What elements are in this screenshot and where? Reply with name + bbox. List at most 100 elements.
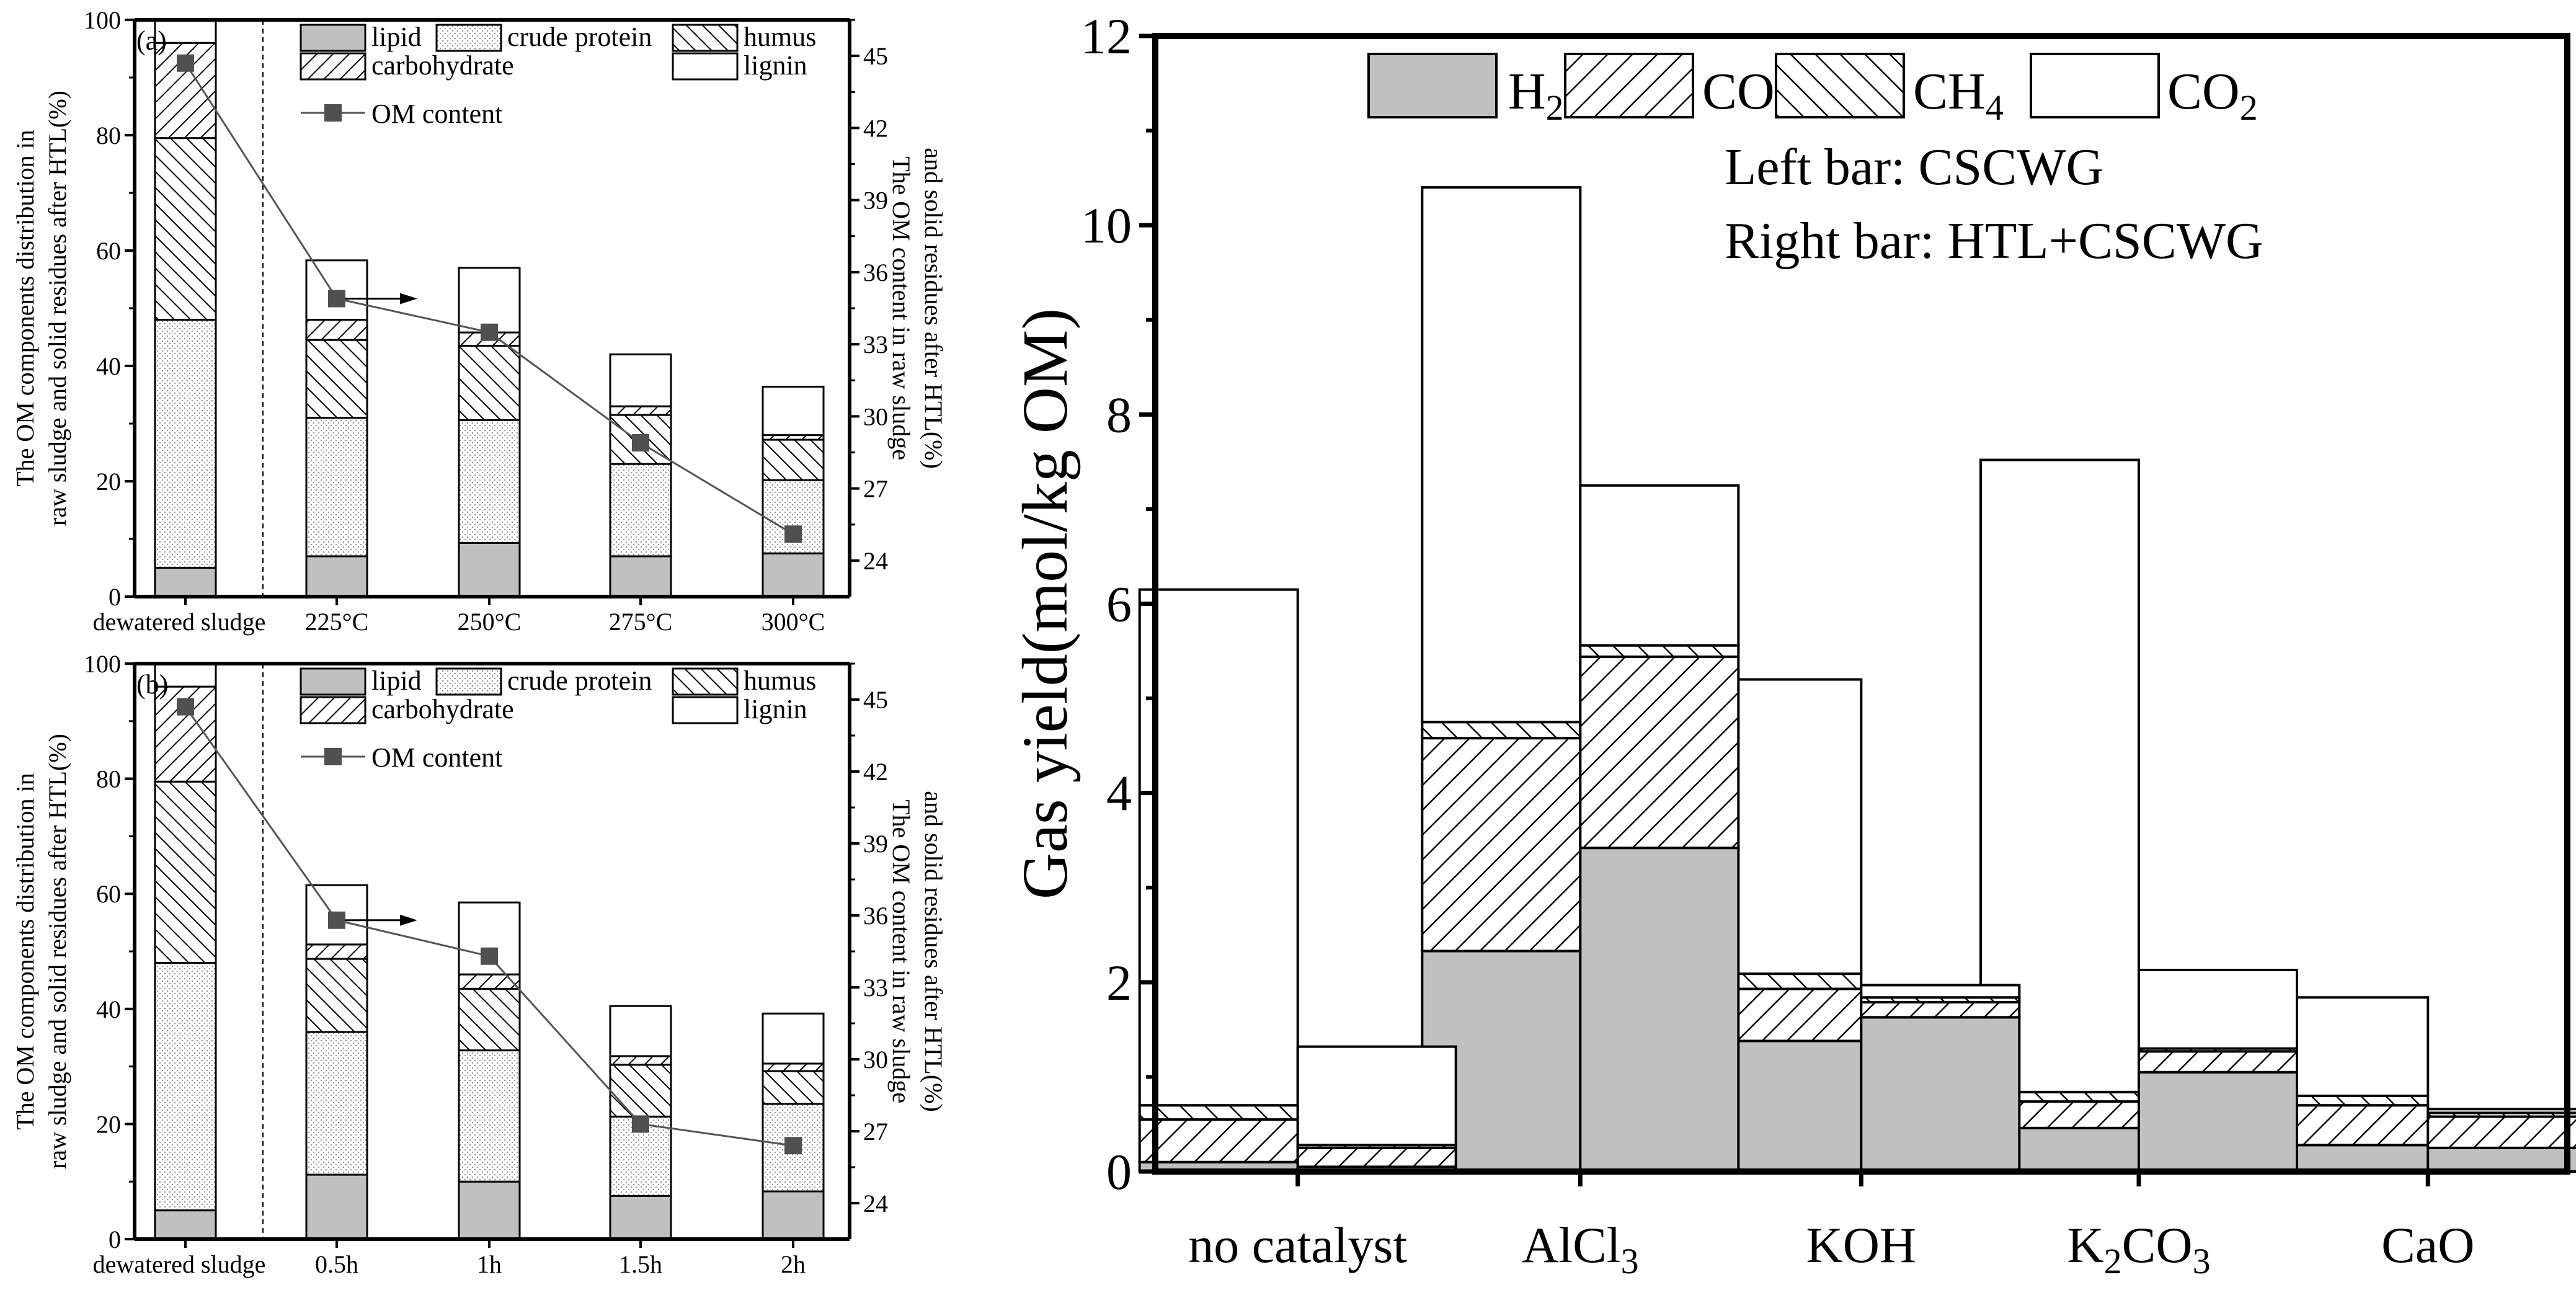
x-tick-label: 2h <box>781 1250 806 1278</box>
bar-segment-CO2-left <box>1138 588 1299 1107</box>
legend-label-main: CO <box>2167 63 2240 120</box>
y-right-tick-label: 30 <box>863 403 888 430</box>
y-right-tick-label: 30 <box>863 1046 888 1074</box>
bar-segment-carbohydrate <box>609 405 672 416</box>
legend-swatch-crude-protein <box>435 667 502 696</box>
legend-label: CO <box>1702 63 1775 120</box>
y-right-tick-label: 45 <box>863 42 888 70</box>
y-tick-label: 60 <box>96 237 121 265</box>
x-tick-label: 275°C <box>609 608 673 636</box>
om-content-marker <box>328 290 345 308</box>
panel-a-chart: 0 20 40 60 80 100 24 27 30 33 36 39 42 45 dewatered sl… <box>11 6 948 636</box>
y-tick-label: 80 <box>96 122 121 149</box>
bar-segment-CO2-left <box>1421 186 1582 724</box>
om-content-marker <box>328 911 345 929</box>
y-right-axis-label: The OM content in raw sludge <box>887 156 915 460</box>
x-tick-label: 300°C <box>762 608 825 636</box>
legend-label: lipid <box>371 22 422 52</box>
x-tick-label-part: AlCl <box>1522 1217 1620 1273</box>
legend-label: humus <box>744 665 816 696</box>
legend-swatch-lignin <box>672 696 739 724</box>
legend-swatch-humus <box>672 667 739 696</box>
x-tick-label: 250°C <box>458 608 522 636</box>
y-tick-label: 100 <box>84 650 121 678</box>
y-right-axis-label: and solid residues after HTL(%) <box>920 148 948 469</box>
legend-label: lignin <box>744 50 807 81</box>
x-tick-label-part: 3 <box>2193 1241 2211 1281</box>
legend-label-main: CH <box>1913 63 1986 120</box>
om-content-marker <box>481 947 498 965</box>
bar-segment-crude-protein <box>154 962 217 1212</box>
bar-segment-CO-right <box>2137 1050 2298 1074</box>
y-tick-label: 6 <box>1106 576 1132 633</box>
bar-segment-humus <box>762 438 825 481</box>
bar-segment-CO-right <box>1860 1000 2021 1019</box>
y-tick-label: 40 <box>96 995 121 1023</box>
y-tick-label: 60 <box>96 880 121 908</box>
bar-segment-humus <box>458 987 521 1052</box>
legend-swatch-carbohydrate <box>300 696 366 724</box>
y-axis-label: raw sludge and solid residues after HTL(… <box>43 91 71 526</box>
x-tick-label: 1h <box>477 1250 502 1278</box>
y-right-axis-label: and solid residues after HTL(%) <box>920 791 948 1112</box>
bar-segment-CO2-right <box>2427 1108 2576 1114</box>
x-tick-label-part: K <box>2067 1217 2103 1273</box>
bar-segment-lipid <box>154 567 217 598</box>
x-tick-label-part: KOH <box>1806 1217 1916 1273</box>
y-right-tick-label: 45 <box>863 686 888 714</box>
legend-swatch-CO <box>1564 53 1694 118</box>
bar-segment-humus <box>154 137 217 321</box>
bar-segment-lignin <box>762 385 825 437</box>
y-right-tick-label: 33 <box>863 974 888 1002</box>
x-tick-label: dewatered sludge <box>93 608 266 636</box>
bar-segment-CO2-right <box>1860 984 2021 999</box>
bar-segment-humus <box>458 344 521 421</box>
legend-marker <box>324 748 342 765</box>
y-tick-label: 4 <box>1106 765 1132 822</box>
y-right-tick-label: 24 <box>863 1190 888 1217</box>
x-tick-label: CaO <box>2381 1217 2474 1273</box>
bar-segment-humus <box>609 1064 672 1118</box>
y-right-tick-label: 33 <box>863 331 888 358</box>
x-tick-label: AlCl3 <box>1522 1217 1638 1281</box>
x-tick-label: K2CO3 <box>2067 1217 2210 1281</box>
y-tick-label: 20 <box>96 1110 121 1138</box>
legend-swatch-carbohydrate <box>300 52 366 81</box>
legend-label-subscript: 2 <box>2240 87 2258 128</box>
y-right-tick-label: 24 <box>863 547 888 575</box>
bar-segment-CH4-right <box>1579 644 1740 658</box>
legend-swatch-humus <box>672 24 739 52</box>
bar-segment-lipid <box>154 1209 217 1240</box>
legend-label: CH4 <box>1913 63 2004 128</box>
bar-segment-lipid <box>762 1190 825 1240</box>
x-tick-label-part: CO <box>2122 1217 2193 1273</box>
legend-label: crude protein <box>507 22 652 52</box>
y-tick-label: 10 <box>1081 197 1132 254</box>
bar-segment-crude-protein <box>458 1049 521 1183</box>
legend-label-subscript: 4 <box>1986 87 2004 128</box>
bar-segment-lignin <box>609 1005 672 1057</box>
bar-segment-carbohydrate <box>458 973 521 990</box>
bar-segment-CO-left <box>1138 1118 1299 1163</box>
legend: H2 CO CH4 CO2 <box>1367 53 2258 128</box>
legend-swatch-crude-protein <box>435 24 502 52</box>
bar-segment-lipid <box>762 552 825 598</box>
legend-label: humus <box>744 22 816 52</box>
bar-segment-H2-right <box>2137 1070 2298 1173</box>
y-tick-label: 80 <box>96 765 121 793</box>
panel-label: (b) <box>136 669 168 700</box>
y-right-tick-label: 27 <box>863 475 888 503</box>
bar-segment-lipid <box>305 555 368 598</box>
legend-label: carbohydrate <box>371 694 514 724</box>
annotation-right-bar: Right bar: HTL+CSCWG <box>1725 212 2263 270</box>
arrow-right-icon <box>400 914 417 926</box>
legend-label-subscript: 2 <box>1546 87 1564 128</box>
bar-segment-CH4-left <box>1138 1104 1299 1121</box>
bar-segment-H2-right <box>1860 1016 2021 1173</box>
bar-segment-CO2-right <box>2137 968 2298 1050</box>
om-content-marker <box>177 698 194 716</box>
x-tick-label-part: no catalyst <box>1188 1217 1407 1273</box>
y-right-tick-label: 42 <box>863 758 888 786</box>
y-tick-label: 0 <box>109 583 121 611</box>
